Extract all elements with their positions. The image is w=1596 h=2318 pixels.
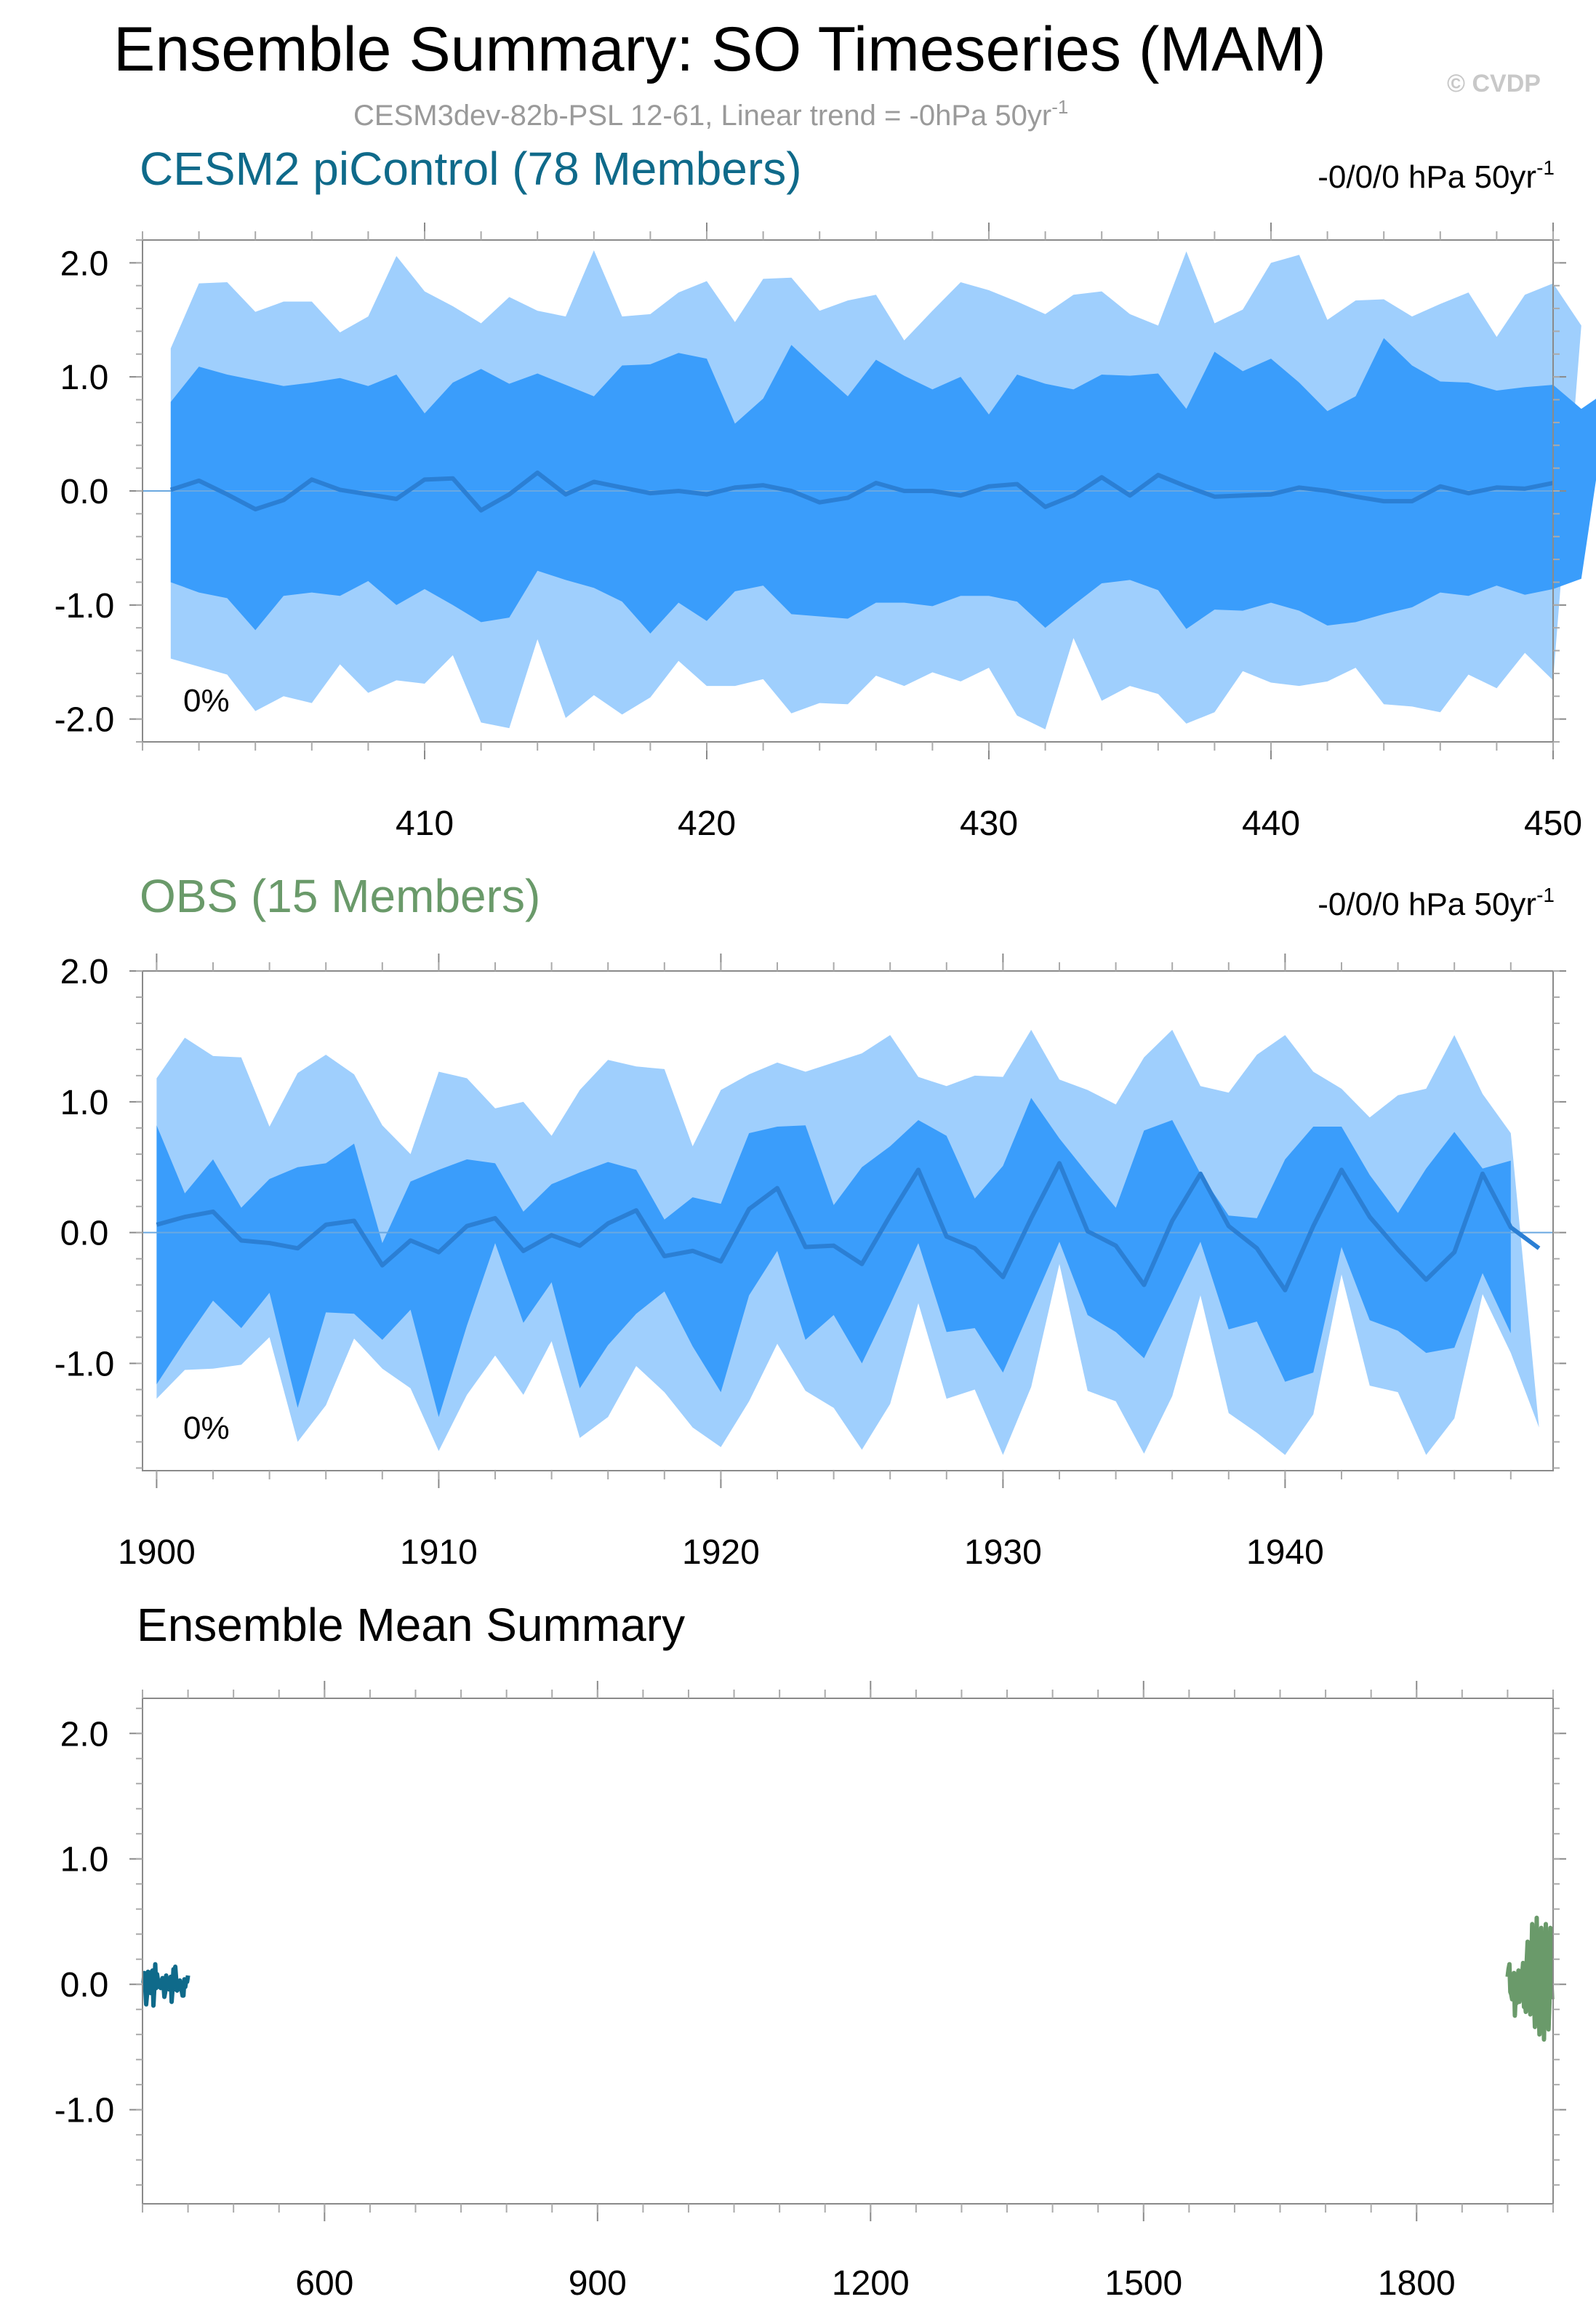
obs-panel-ytick-label: 1.0 xyxy=(60,1084,109,1122)
obs-axes: 2.0 1.0 0.0 -1.0 1900 1910 1920 1930 1940 xyxy=(55,953,1566,1572)
mean-summary-series-cesm2-picontrol xyxy=(141,1962,191,2008)
cesm-panel-xtick-label: 410 xyxy=(396,804,454,843)
obs-panel-xtick-label: 1900 xyxy=(118,1533,196,1572)
mean-summary-lines xyxy=(141,1915,1555,2042)
obs-panel-xtick-label: 1930 xyxy=(964,1533,1042,1572)
cesm-panel-xtick-label: 430 xyxy=(960,804,1018,843)
mean-summary-title: Ensemble Mean Summary xyxy=(137,1599,685,1651)
obs-panel-ensemble-mean-line xyxy=(156,1161,1541,1292)
mean-summary-panel-ytick-label: 1.0 xyxy=(60,1841,109,1879)
cesm-percent-label: 0% xyxy=(183,683,230,719)
obs-percent-label: 0% xyxy=(183,1410,230,1446)
cesm-panel-ytick-label: -1.0 xyxy=(55,587,115,626)
mean-summary-axes: 2.0 1.0 0.0 -1.0 600 900 1200 1500 1800 xyxy=(55,1681,1566,2303)
cesm-panel-xtick-label: 450 xyxy=(1524,804,1582,843)
obs-trend-text: -0/0/0 hPa 50yr xyxy=(1318,887,1536,922)
cesm-trend-label: -0/0/0 hPa 50yr-1 xyxy=(1318,156,1555,195)
mean-summary-panel-xtick-label: 600 xyxy=(295,2264,353,2303)
cesm-panel-xtick-label: 420 xyxy=(678,804,736,843)
mean-summary-panel-frame xyxy=(142,1698,1554,2205)
mean-summary-panel: 2.0 1.0 0.0 -1.0 600 900 1200 1500 1800 xyxy=(55,1681,1566,2303)
mean-summary-panel-ytick-label: 2.0 xyxy=(60,1715,109,1754)
figure-title: Ensemble Summary: SO Timeseries (MAM) xyxy=(113,15,1326,84)
mean-summary-panel-xtick-label: 1500 xyxy=(1104,2264,1182,2303)
subtitle-superscript: -1 xyxy=(1051,96,1068,118)
mean-summary-panel-xtick-label: 1800 xyxy=(1378,2264,1456,2303)
obs-panel-xtick-label: 1910 xyxy=(400,1533,478,1572)
obs-bands xyxy=(143,1029,1553,1455)
obs-panel-ytick-label: -1.0 xyxy=(55,1346,115,1384)
mean-summary-panel-ytick-label: 0.0 xyxy=(60,1966,109,2005)
mean-summary-panel-xtick-label: 900 xyxy=(569,2264,627,2303)
mean-summary-panel-xtick-label: 1200 xyxy=(832,2264,910,2303)
cesm-panel-ytick-label: 2.0 xyxy=(60,244,109,283)
obs-trend-label: -0/0/0 hPa 50yr-1 xyxy=(1318,884,1555,922)
cesm-axes: 2.0 1.0 0.0 -1.0 -2.0 410 420 430 440 450 xyxy=(55,223,1582,843)
obs-panel-ytick-label: 2.0 xyxy=(60,953,109,991)
obs-panel-xtick-label: 1940 xyxy=(1246,1533,1324,1572)
obs-trend-superscript: -1 xyxy=(1536,884,1555,906)
cesm-panel-title: CESM2 piControl (78 Members) xyxy=(140,143,802,195)
obs-panel-ytick-label: 0.0 xyxy=(60,1215,109,1253)
obs-panel-xtick-label: 1920 xyxy=(682,1533,760,1572)
cesm-panel-ytick-label: 0.0 xyxy=(60,473,109,511)
cesm-bands xyxy=(143,250,1596,730)
figure-subtitle: CESM3dev-82b-PSL 12-61, Linear trend = -… xyxy=(353,96,1068,132)
cesm-panel-ensemble-mean-line xyxy=(169,470,1554,513)
cesm-panel-xtick-label: 440 xyxy=(1242,804,1300,843)
mean-summary-panel-ytick-label: -1.0 xyxy=(55,2092,115,2130)
obs-panel-p16-p84-band xyxy=(156,1098,1511,1418)
cesm-trend-superscript: -1 xyxy=(1536,156,1555,179)
cesm-panel: 2.0 1.0 0.0 -1.0 -2.0 410 420 430 440 450 xyxy=(55,223,1596,843)
cesm-trend-text: -0/0/0 hPa 50yr xyxy=(1318,159,1536,195)
mean-summary-series-obs xyxy=(1505,1915,1555,2042)
cesm-panel-ytick-label: 1.0 xyxy=(60,359,109,397)
cesm-panel-ytick-label: -2.0 xyxy=(55,701,115,740)
obs-panel: 2.0 1.0 0.0 -1.0 1900 1910 1920 1930 1940 xyxy=(55,953,1566,1572)
subtitle-text: CESM3dev-82b-PSL 12-61, Linear trend = -… xyxy=(353,100,1051,132)
obs-panel-frame xyxy=(142,970,1554,1471)
obs-panel-title: OBS (15 Members) xyxy=(140,870,540,922)
copyright-label: © CVDP xyxy=(1447,70,1541,97)
